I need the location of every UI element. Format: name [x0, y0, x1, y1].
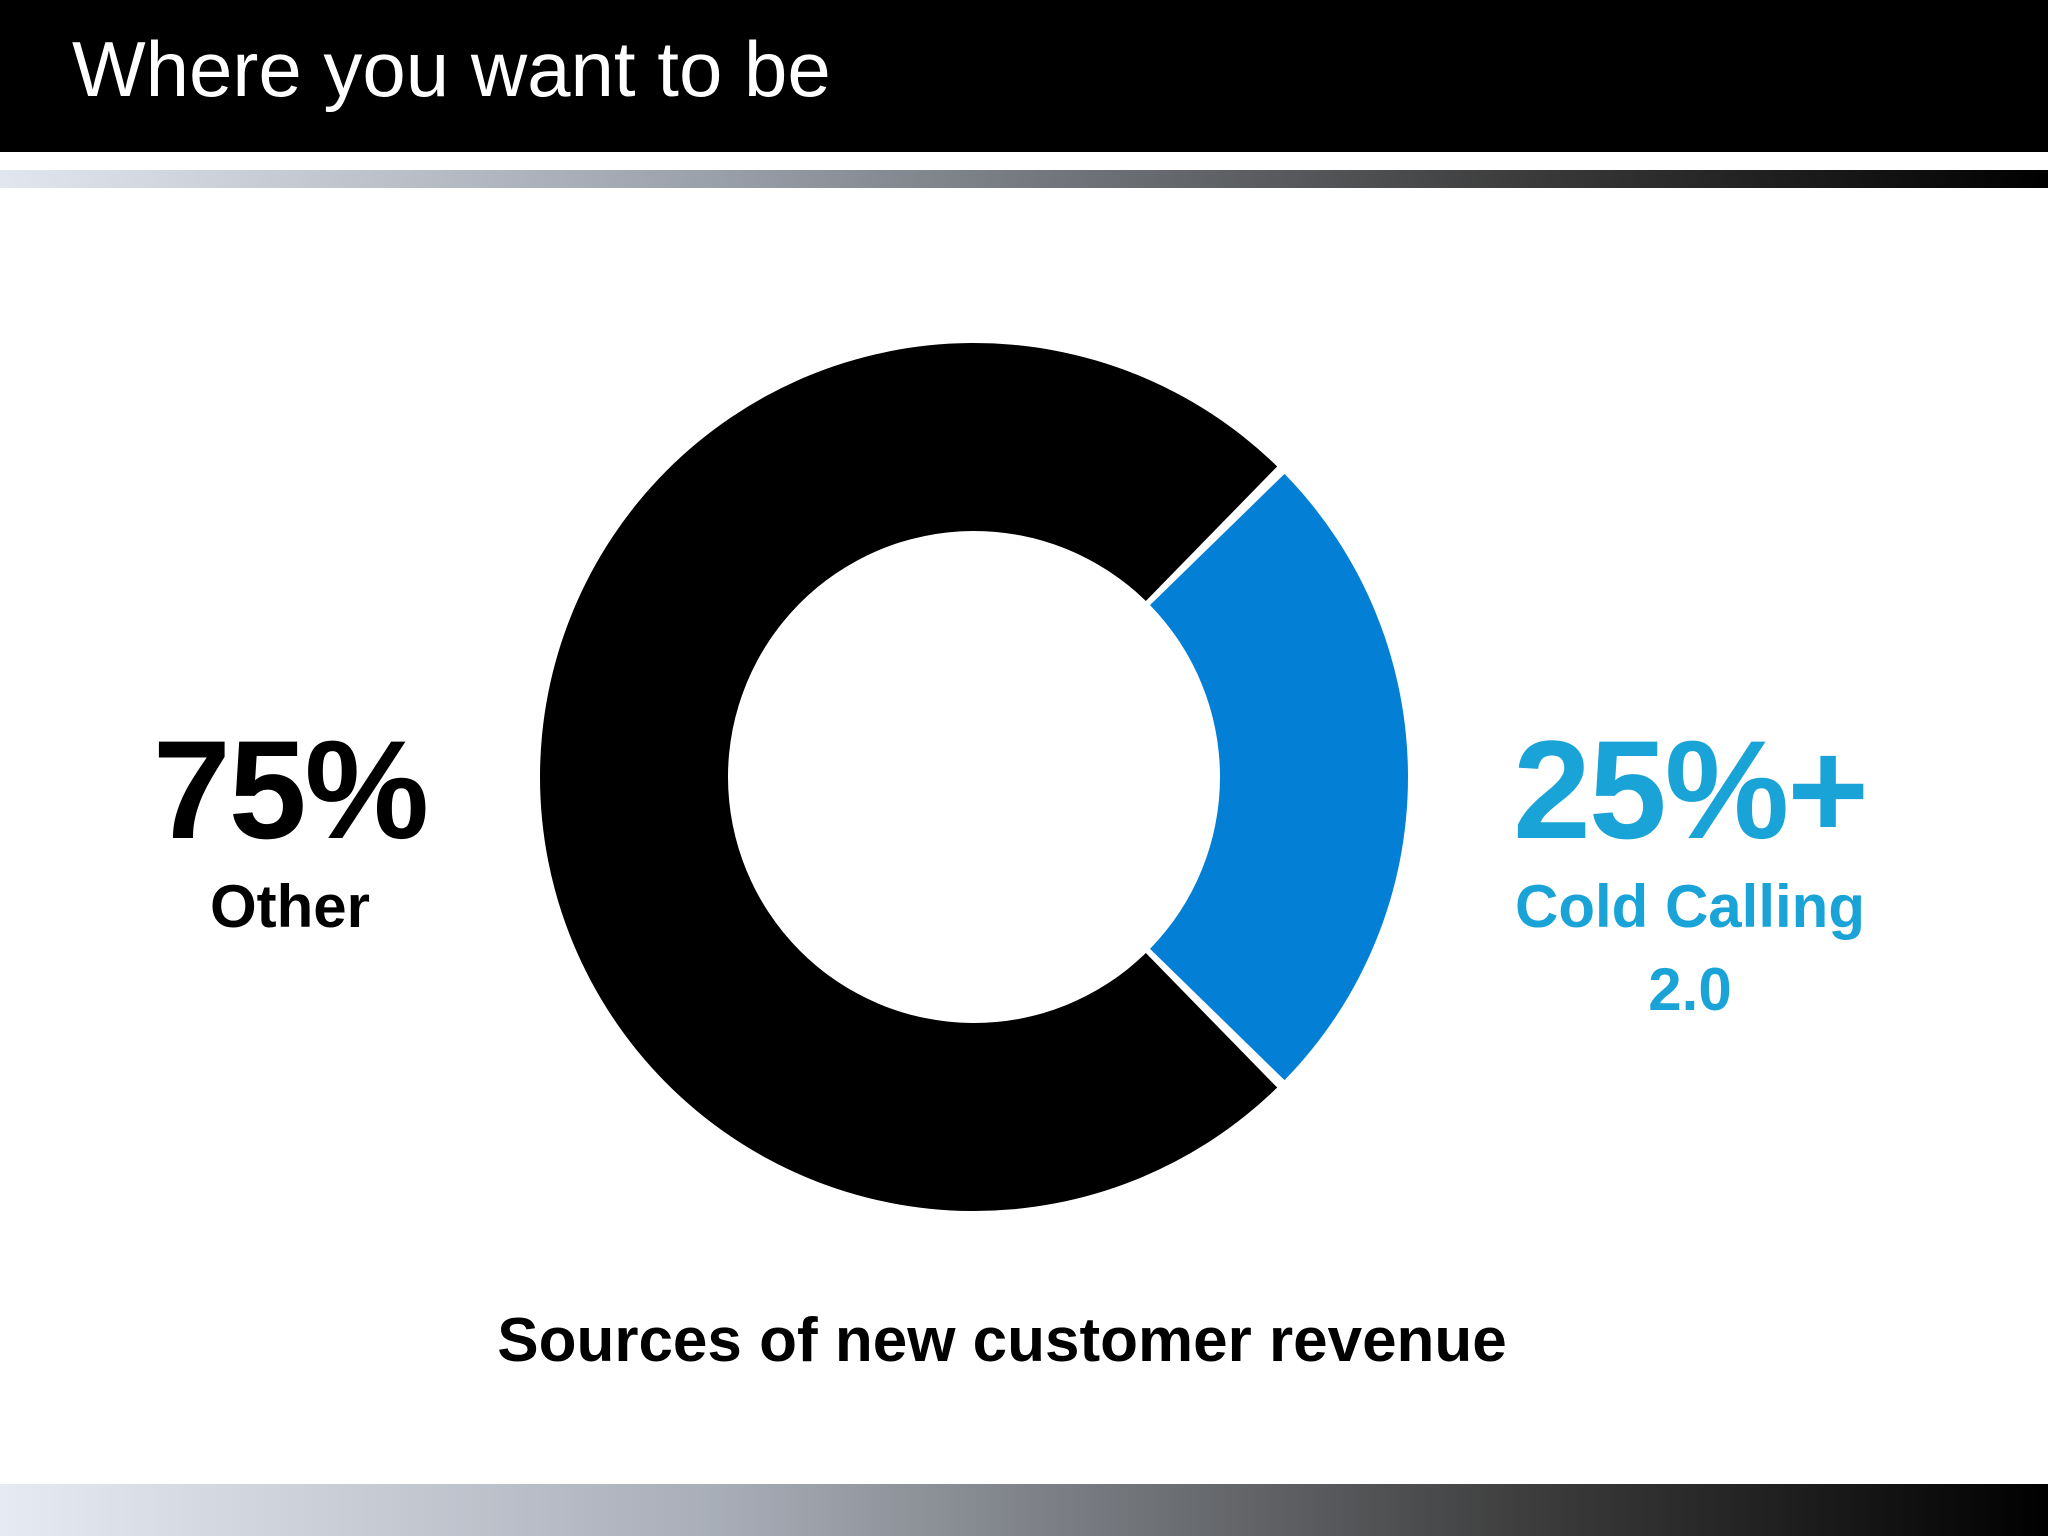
page-title: Where you want to be	[72, 25, 831, 113]
donut-slice-cold-calling-2-0	[1150, 473, 1408, 1081]
data-label-cold-calling-name-line2: 2.0	[1648, 956, 1732, 1024]
header-gradient-stripe	[0, 170, 2048, 188]
footer-gradient-stripe	[0, 1484, 2048, 1536]
data-label-cold-calling-name-line1: Cold Calling	[1515, 873, 1865, 940]
data-label-cold-calling-value: 25%+	[1513, 711, 1869, 868]
chart-caption: Sources of new customer revenue	[497, 1306, 1507, 1375]
donut-slice-other	[540, 343, 1278, 1212]
data-label-other-name: Other	[209, 873, 371, 940]
title-bar: Where you want to be	[0, 0, 2048, 152]
slice-label-cold-calling: 25%+ Cold Calling 2.0	[1440, 720, 1940, 1026]
slice-label-other: 75% Other	[140, 720, 440, 943]
data-label-other-value: 75%	[152, 711, 429, 868]
